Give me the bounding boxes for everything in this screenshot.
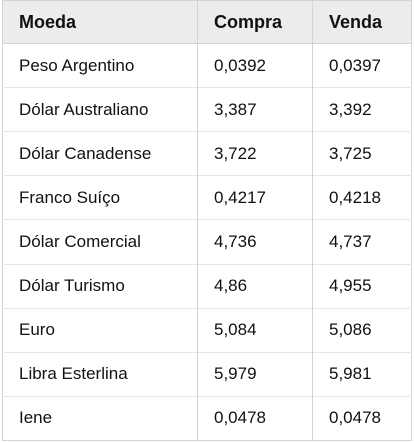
buy-rate: 5,979 (197, 351, 313, 397)
buy-rate: 4,86 (197, 263, 313, 309)
buy-rate: 0,4217 (197, 175, 313, 220)
sell-rate: 0,0478 (312, 395, 412, 441)
buy-rate: 3,387 (197, 87, 313, 132)
table-row: Dólar Comercial 4,736 4,737 (2, 219, 412, 265)
sell-rate: 4,955 (312, 263, 412, 309)
sell-rate: 3,392 (312, 87, 412, 132)
table-row: Peso Argentino 0,0392 0,0397 (3, 43, 412, 88)
table-header-row: Moeda Compra Venda (2, 0, 412, 44)
table-row: Franco Suíço 0,4217 0,4218 (2, 175, 412, 220)
currency-name: Peso Argentino (19, 55, 135, 75)
sell-rate: 0,4218 (312, 175, 412, 220)
buy-rate: 5,084 (197, 307, 313, 353)
currency-name: Euro (2, 307, 198, 353)
table-row: Dólar Canadense 3,722 3,725 (2, 131, 412, 176)
currency-name: Dólar Canadense (2, 131, 198, 176)
table-row: Dólar Turismo 4,86 4,955 (2, 263, 412, 309)
currency-name: Dólar Turismo (2, 263, 198, 309)
currency-name: Iene (2, 395, 198, 441)
sell-rate: 4,737 (312, 219, 412, 265)
table-row: Iene 0,0478 0,0478 (2, 395, 412, 441)
currency-name: Franco Suíço (2, 175, 198, 220)
currency-name: Dólar Australiano (2, 87, 198, 132)
buy-rate: 3,722 (197, 131, 313, 176)
buy-rate: 0,0478 (197, 395, 313, 441)
table-row: Libra Esterlina 5,979 5,981 (2, 351, 412, 397)
header-venda: Venda (312, 0, 412, 44)
sell-rate: 5,086 (312, 307, 412, 353)
sell-rate: 5,981 (312, 351, 412, 397)
header-compra: Compra (197, 0, 313, 44)
buy-rate: 0,0392 (197, 43, 313, 88)
currency-name: Libra Esterlina (2, 351, 198, 397)
currency-name: Dólar Comercial (2, 219, 198, 265)
table-row: Euro 5,084 5,086 (2, 307, 412, 353)
sell-rate: 0,0397 (312, 43, 412, 88)
header-moeda: Moeda (2, 0, 198, 44)
sell-rate: 3,725 (312, 131, 412, 176)
buy-rate: 4,736 (197, 219, 313, 265)
table-row: Dólar Australiano 3,387 3,392 (2, 87, 412, 132)
